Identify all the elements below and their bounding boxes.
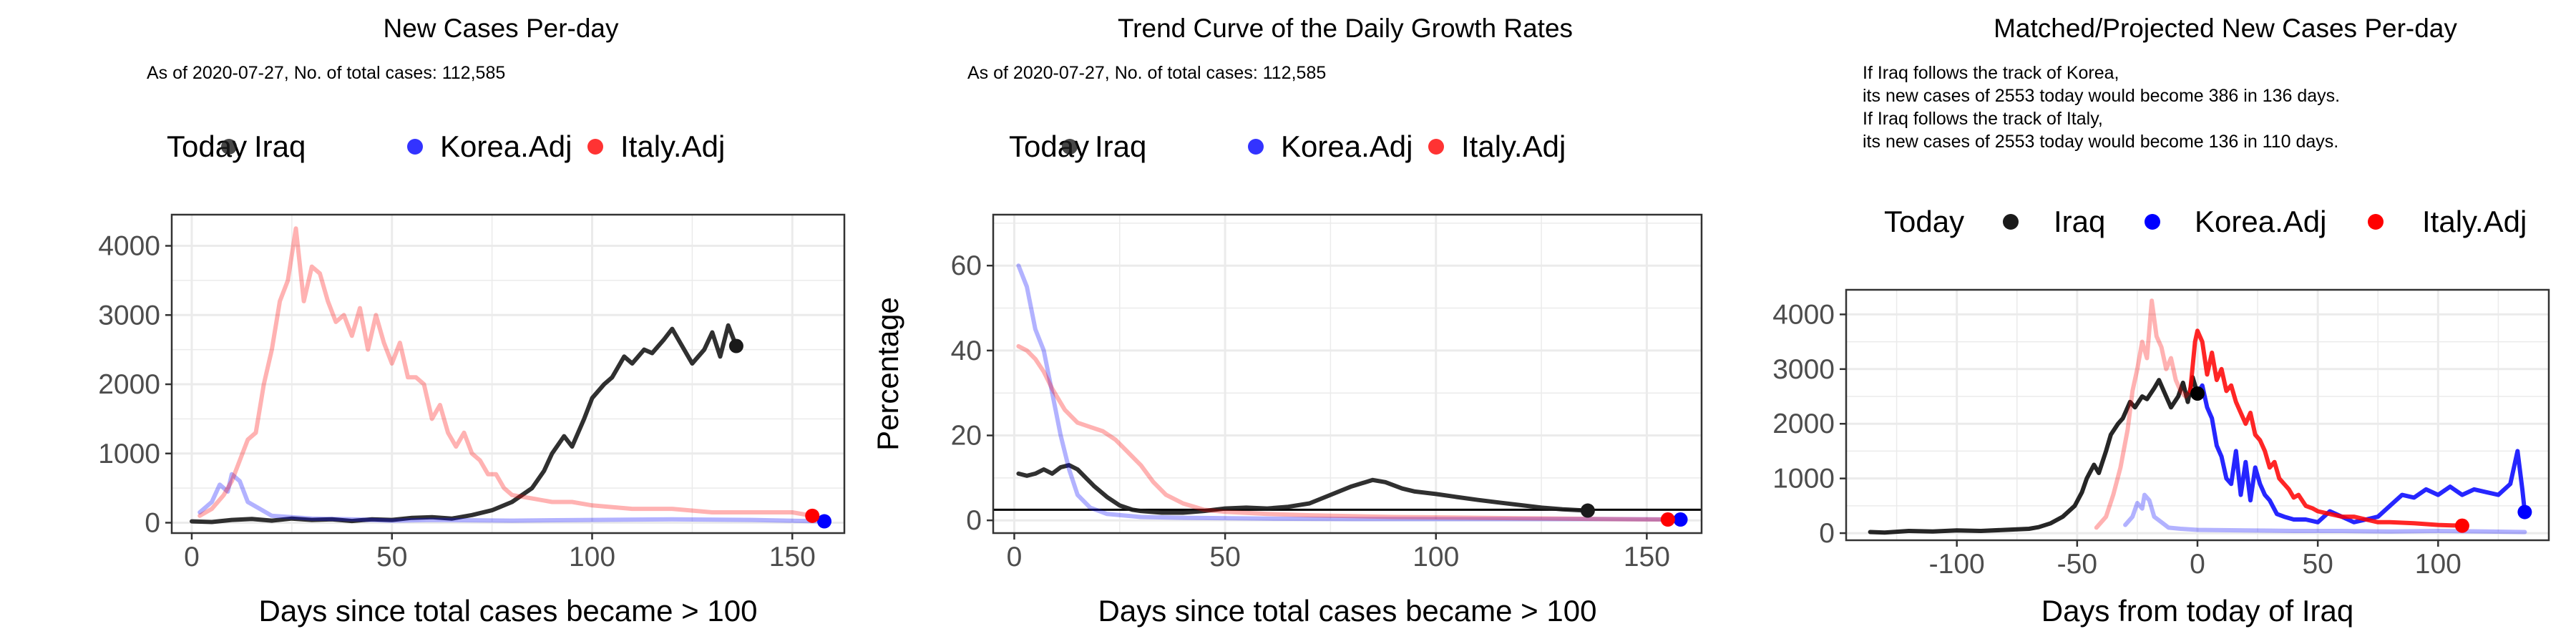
today-point xyxy=(805,508,820,523)
chart-title: Trend Curve of the Daily Growth Rates xyxy=(1118,14,1573,43)
plot-panel xyxy=(172,215,844,533)
chart-panel-2: Trend Curve of the Daily Growth Rates As … xyxy=(871,14,1703,628)
y-tick-label: 60 xyxy=(951,250,982,281)
x-tick-label: 100 xyxy=(2415,549,2462,580)
x-tick-label: 50 xyxy=(1209,542,1240,572)
x-tick-label: 0 xyxy=(2190,549,2205,580)
today-point xyxy=(1580,503,1595,518)
y-tick-label: 3000 xyxy=(98,300,160,331)
chart-title: Matched/Projected New Cases Per-day xyxy=(1994,14,2457,43)
legend-item-label: Italy.Adj xyxy=(1461,130,1566,163)
x-tick-label: 100 xyxy=(1413,542,1459,572)
today-point xyxy=(728,338,743,353)
chart-subtitle-line: If Iraq follows the track of Italy, xyxy=(1863,109,2103,129)
legend-item-label: Iraq xyxy=(2054,205,2105,238)
series-line xyxy=(197,472,826,524)
y-tick-label: 3000 xyxy=(1772,354,1835,385)
x-tick-label: 50 xyxy=(2302,549,2333,580)
x-tick-label: 150 xyxy=(1624,542,1670,572)
y-tick-label: 40 xyxy=(951,336,982,366)
legend-item-label: Iraq xyxy=(254,130,306,163)
x-tick-label: 0 xyxy=(184,542,200,572)
legend-item-label: Italy.Adj xyxy=(2422,205,2527,238)
y-tick-label: 2000 xyxy=(98,369,160,400)
gridlines xyxy=(993,215,1702,533)
legend: Today Iraq Korea.Adj Italy.Adj xyxy=(1884,205,2527,238)
series-line xyxy=(1868,375,2200,535)
plot-panel xyxy=(993,215,1702,533)
x-axis-label: Days since total cases became > 100 xyxy=(1098,594,1597,628)
legend: Today Iraq Korea.Adj Italy.Adj xyxy=(1009,130,1566,163)
series-line xyxy=(2195,383,2527,525)
today-point xyxy=(817,514,832,529)
legend-item-label: Korea.Adj xyxy=(440,130,572,163)
legend-key-dot xyxy=(2368,214,2384,230)
legend-key-dot xyxy=(407,139,423,155)
y-tick-label: 0 xyxy=(966,505,982,536)
legend-item-label: Italy.Adj xyxy=(620,130,725,163)
today-point xyxy=(1673,512,1688,527)
x-tick-label: -100 xyxy=(1929,549,1985,580)
legend-key-dot xyxy=(2003,214,2019,230)
chart-subtitle-line: If Iraq follows the track of Korea, xyxy=(1863,63,2119,83)
y-axis-label: Percentage xyxy=(871,297,904,451)
x-tick-label: 100 xyxy=(569,542,615,572)
today-point xyxy=(1660,512,1675,527)
series-line xyxy=(1016,263,1683,522)
series-line xyxy=(190,323,738,525)
x-axis-label: Days since total cases became > 100 xyxy=(259,594,758,628)
series-line xyxy=(2094,298,2192,530)
chart-panel-3: Matched/Projected New Cases Per-day If Ir… xyxy=(1772,14,2550,628)
today-point xyxy=(2454,518,2469,533)
y-tick-label: 0 xyxy=(145,507,160,538)
today-point xyxy=(2517,504,2532,519)
chart-subtitle: As of 2020-07-27, No. of total cases: 11… xyxy=(967,63,1326,83)
y-tick-label: 1000 xyxy=(98,439,160,469)
series-line xyxy=(1016,463,1590,515)
legend: Today Iraq Korea.Adj Italy.Adj xyxy=(167,130,725,163)
series-group xyxy=(1868,298,2532,535)
x-tick-label: 150 xyxy=(769,542,816,572)
chart-subtitle-line: its new cases of 2553 today would become… xyxy=(1863,132,2338,152)
chart-title: New Cases Per-day xyxy=(383,14,619,43)
panel-border xyxy=(170,213,846,535)
legend-key-dot xyxy=(2145,214,2160,230)
x-tick-label: -50 xyxy=(2057,549,2097,580)
legend-item-label: Korea.Adj xyxy=(2195,205,2326,238)
series-line xyxy=(2123,492,2527,535)
y-tick-label: 4000 xyxy=(98,231,160,262)
legend-key-dot xyxy=(221,139,237,155)
series-line xyxy=(2187,328,2464,528)
chart-panel-1: New Cases Per-day As of 2020-07-27, No. o… xyxy=(98,14,846,628)
series-line xyxy=(1016,343,1670,522)
y-tick-label: 20 xyxy=(951,421,982,452)
gridlines xyxy=(1846,290,2549,540)
legend-key-dot xyxy=(1248,139,1264,155)
x-tick-label: 0 xyxy=(1007,542,1023,572)
legend-key-dot xyxy=(1428,139,1444,155)
legend-key-dot xyxy=(587,139,603,155)
today-point xyxy=(2190,386,2205,401)
legend-item-label: Korea.Adj xyxy=(1281,130,1413,163)
series-line xyxy=(197,226,815,518)
y-tick-label: 2000 xyxy=(1772,409,1835,439)
y-tick-label: 1000 xyxy=(1772,464,1835,494)
gridlines xyxy=(172,215,844,533)
legend-item-label: Iraq xyxy=(1095,130,1146,163)
legend-key-dot xyxy=(1062,139,1078,155)
y-tick-label: 0 xyxy=(1819,518,1835,549)
y-tick-label: 4000 xyxy=(1772,299,1835,330)
x-tick-label: 50 xyxy=(376,542,407,572)
legend-title: Today xyxy=(1884,205,1964,238)
series-group xyxy=(190,226,832,529)
panel-border xyxy=(992,213,1703,535)
chart-subtitle: As of 2020-07-27, No. of total cases: 11… xyxy=(147,63,505,83)
x-axis-label: Days from today of Iraq xyxy=(2041,594,2354,628)
series-group xyxy=(1016,263,1688,527)
chart-subtitle-line: its new cases of 2553 today would become… xyxy=(1863,86,2340,106)
